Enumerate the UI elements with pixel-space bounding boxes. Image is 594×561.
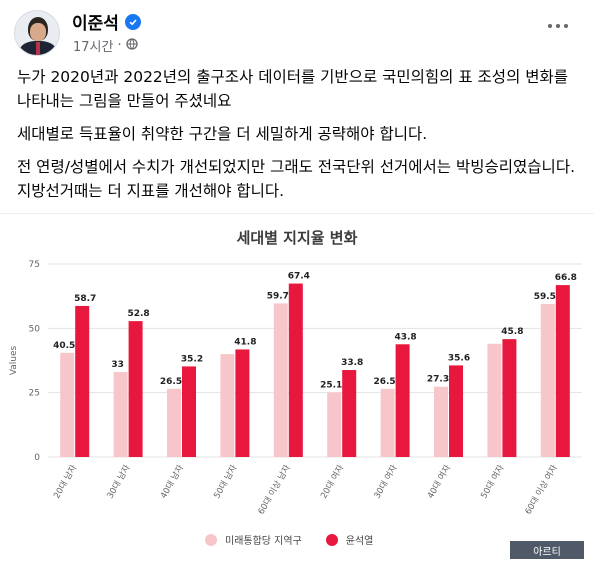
legend-swatch-2022 — [325, 533, 338, 546]
bar — [502, 339, 517, 457]
x-tick-label: 50대 남자 — [212, 463, 239, 500]
data-label: 40.5 — [53, 341, 75, 351]
bar — [342, 370, 357, 457]
watermark-text: 아르티 — [533, 546, 561, 558]
bar — [182, 366, 196, 457]
bar — [167, 388, 181, 457]
bar — [540, 303, 555, 457]
post-paragraph: 전 연령/성별에서 수치가 개선되었지만 그래도 전국단위 선거에서는 박빙승리… — [17, 158, 576, 200]
x-tick-label: 20대 여자 — [318, 463, 346, 501]
bar — [380, 388, 395, 457]
x-tick-label: 40대 여자 — [425, 463, 453, 501]
data-label: 67.4 — [288, 272, 310, 282]
bar-chart: 0 25 50 75 Values 40.5 58.7 20대 남자 33 52.8 30대 남자 2… — [9, 260, 582, 517]
post-paragraph: 세대별로 득표율이 취약한 구간을 더 세밀하게 공략해야 합니다. — [17, 125, 428, 143]
bar — [273, 303, 288, 457]
data-label: 59.7 — [267, 291, 289, 301]
bar — [60, 352, 75, 457]
bar — [449, 365, 463, 457]
data-label: 66.8 — [555, 273, 577, 283]
separator-dot: · — [117, 38, 122, 53]
bar — [113, 372, 128, 457]
legend-label-2022: 윤석열 — [345, 536, 374, 547]
author-name[interactable]: 이준석 — [72, 9, 141, 34]
data-label: 26.5 — [373, 377, 395, 387]
post-timestamp[interactable]: 17시간 — [73, 40, 114, 55]
y-tick-label: 50 — [29, 324, 41, 334]
data-label: 35.6 — [448, 353, 470, 363]
data-label: 41.8 — [234, 337, 256, 347]
data-label: 52.8 — [127, 309, 149, 319]
verified-badge-icon — [124, 13, 141, 30]
legend-item-2020: 미래통합당 지역구 — [205, 532, 302, 547]
bar — [555, 285, 570, 457]
x-tick-label: 20대 남자 — [52, 463, 79, 500]
bar — [128, 321, 143, 457]
data-label: 59.5 — [534, 292, 556, 302]
chart-title: 세대별 지지율 변화 — [236, 229, 358, 247]
post-body: 누가 2020년과 2022년의 출구조사 데이터를 기반으로 국민의힘의 표 … — [17, 65, 582, 212]
data-label: 35.2 — [181, 354, 203, 364]
data-label: 25.1 — [320, 380, 342, 390]
data-label: 43.8 — [394, 332, 416, 342]
y-tick-label: 25 — [29, 389, 40, 399]
y-tick-label: 75 — [29, 260, 40, 270]
legend-item-2022: 윤석열 — [325, 532, 374, 547]
bar — [327, 392, 342, 457]
legend-swatch-2020 — [205, 533, 217, 546]
author-name-text[interactable]: 이준석 — [72, 14, 119, 34]
post-header: 이준석 17시간 · — [0, 0, 594, 62]
chart-legend: 미래통합당 지역구 윤석열 — [205, 532, 373, 547]
bar — [75, 305, 90, 457]
data-label: 26.5 — [160, 377, 182, 387]
globe-icon[interactable] — [125, 37, 138, 54]
watermark-logo: 아르티 — [510, 541, 584, 559]
y-axis-label: Values — [9, 345, 19, 375]
x-tick-label: 30대 여자 — [372, 463, 400, 501]
more-options-icon[interactable] — [548, 20, 572, 32]
bar — [235, 349, 250, 457]
bar — [220, 354, 235, 457]
bar — [434, 386, 448, 457]
data-label: 33 — [111, 360, 124, 370]
y-tick-label: 0 — [34, 453, 40, 463]
x-tick-label: 40대 남자 — [159, 463, 186, 500]
x-tick-label: 60대 이상 여자 — [523, 463, 560, 517]
x-tick-label: 50대 여자 — [478, 463, 506, 501]
x-tick-label: 30대 남자 — [106, 463, 133, 500]
chart-image[interactable]: 세대별 지지율 변화 0 25 50 75 Values 40.5 58.7 20대 남자 33… — [0, 213, 594, 561]
post-meta: 17시간 · — [73, 36, 138, 55]
x-tick-label: 60대 이상 남자 — [256, 463, 293, 517]
bar — [395, 344, 410, 457]
data-label: 33.8 — [341, 358, 363, 368]
data-label: 45.8 — [501, 327, 523, 337]
author-avatar[interactable] — [14, 10, 60, 56]
data-label: 27.3 — [427, 375, 449, 385]
bar — [288, 283, 303, 457]
post-paragraph: 누가 2020년과 2022년의 출구조사 데이터를 기반으로 국민의힘의 표 … — [17, 68, 569, 110]
bar — [487, 343, 502, 457]
legend-label-2020: 미래통합당 지역구 — [225, 536, 302, 547]
data-label: 58.7 — [74, 294, 96, 304]
